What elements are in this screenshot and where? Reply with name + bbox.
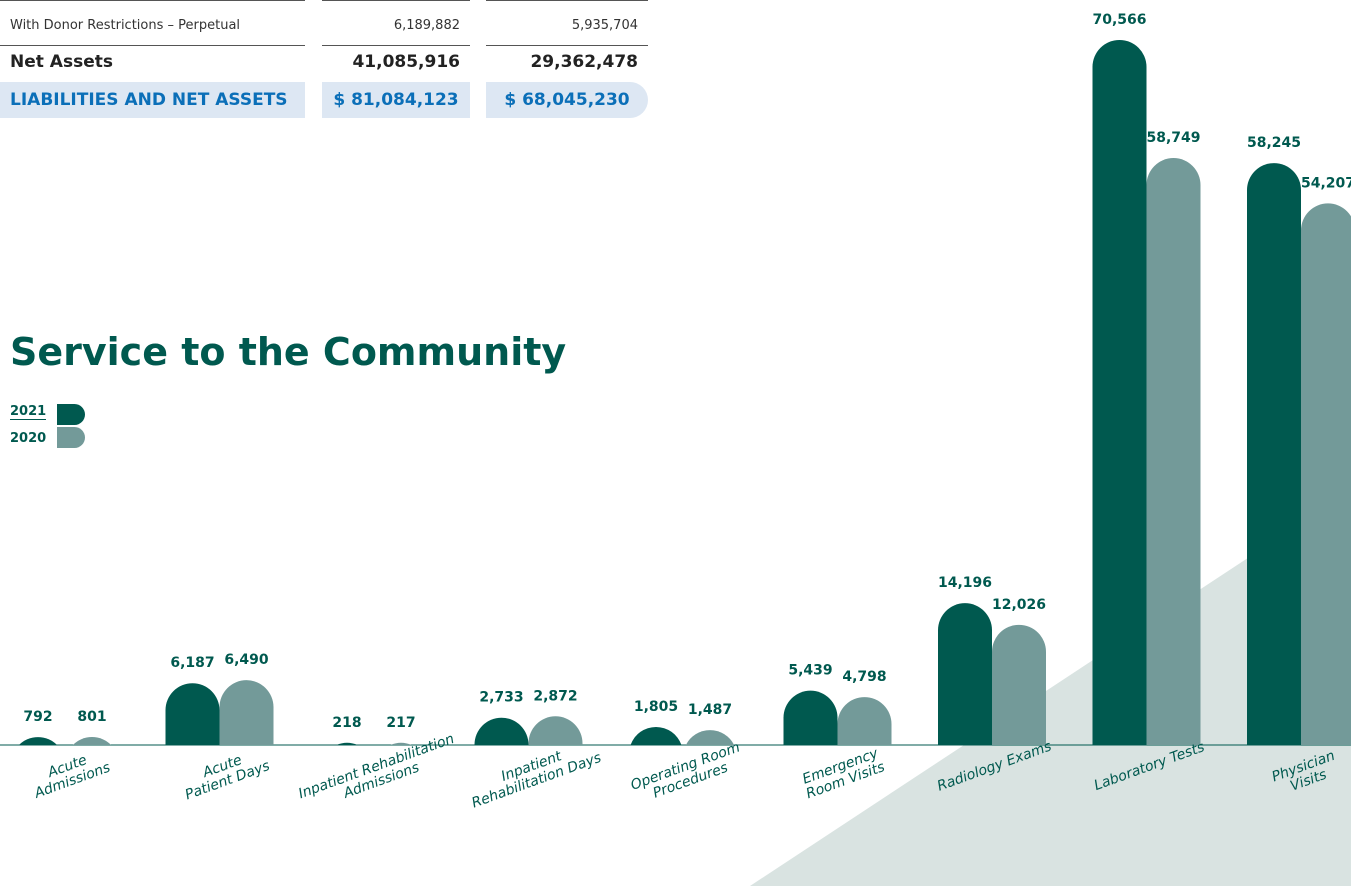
- value-label: 70,566: [1092, 12, 1146, 28]
- bar: [1301, 203, 1351, 745]
- bar: [219, 680, 274, 745]
- background-shape: [750, 490, 1351, 886]
- bar: [390, 742, 412, 745]
- bar: [72, 736, 112, 745]
- legend-label: 2020: [10, 431, 47, 446]
- rule: [0, 45, 305, 46]
- value-label: 58,749: [1146, 130, 1200, 146]
- value-label: 58,245: [1247, 135, 1301, 151]
- bar: [336, 742, 358, 745]
- bar: [1146, 158, 1201, 746]
- bar: [18, 737, 58, 745]
- cell: 5,935,704: [571, 18, 638, 33]
- value-label: 218: [332, 715, 361, 731]
- bar: [165, 683, 220, 745]
- value-label: 4,798: [842, 669, 886, 685]
- bar: [783, 690, 838, 745]
- value-label: 2,733: [479, 690, 523, 706]
- bar: [992, 624, 1046, 745]
- bar: [938, 603, 992, 745]
- rule: [0, 0, 305, 1]
- row-label: LIABILITIES AND NET ASSETS: [0, 82, 305, 118]
- value-label: 792: [23, 709, 52, 725]
- rule: [322, 0, 470, 1]
- bar: [1092, 40, 1147, 745]
- value-label: 14,196: [938, 575, 992, 591]
- cell: $ 68,045,230: [486, 82, 648, 118]
- bar: [630, 726, 682, 745]
- cell: 41,085,916: [352, 52, 460, 72]
- rule: [486, 45, 648, 46]
- cell: $ 81,084,123: [322, 82, 470, 118]
- value-label: 1,805: [634, 699, 678, 715]
- chart-title: Service to the Community: [10, 330, 567, 374]
- value-label: 801: [77, 709, 106, 725]
- rule: [486, 0, 648, 1]
- row-label: Net Assets: [10, 52, 113, 72]
- value-label: 12,026: [992, 597, 1046, 613]
- value-label: 54,207: [1301, 175, 1351, 191]
- value-label: 6,490: [224, 652, 269, 668]
- value-label: 217: [386, 715, 415, 731]
- legend-swatch: [57, 404, 85, 425]
- cell: 29,362,478: [530, 52, 638, 72]
- bar: [1247, 163, 1301, 746]
- legend-swatch: [57, 427, 85, 448]
- legend-label: 2021: [10, 404, 47, 420]
- bar: [837, 697, 892, 745]
- value-label: 5,439: [788, 663, 832, 679]
- value-label: 1,487: [688, 702, 732, 718]
- bar: [528, 716, 583, 745]
- bar: [685, 730, 735, 745]
- bar: [474, 717, 529, 745]
- value-label: 6,187: [170, 655, 214, 671]
- cell: 6,189,882: [393, 18, 460, 33]
- value-label: 2,872: [533, 688, 577, 704]
- row-label: With Donor Restrictions – Perpetual: [10, 18, 241, 33]
- rule: [322, 45, 470, 46]
